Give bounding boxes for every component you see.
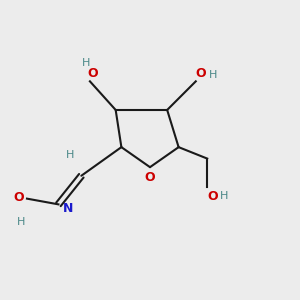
Text: H: H	[209, 70, 217, 80]
Text: N: N	[63, 202, 73, 214]
Text: O: O	[88, 67, 98, 80]
Text: H: H	[66, 150, 74, 160]
Text: H: H	[17, 217, 26, 227]
Text: O: O	[14, 191, 24, 204]
Text: H: H	[220, 191, 229, 202]
Text: O: O	[145, 171, 155, 184]
Text: O: O	[207, 190, 218, 203]
Text: H: H	[81, 58, 90, 68]
Text: O: O	[196, 67, 206, 80]
